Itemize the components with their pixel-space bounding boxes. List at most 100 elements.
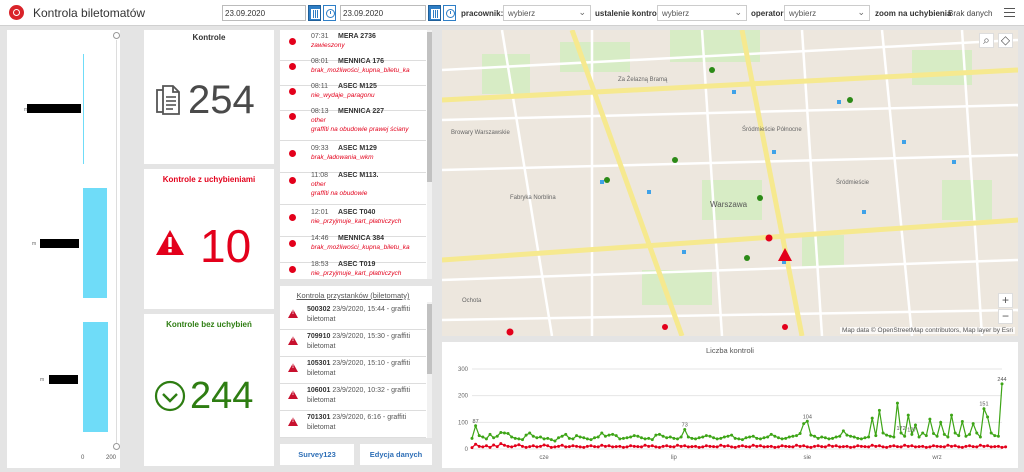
indicator-ok-value: 244 (190, 375, 254, 417)
series-point (776, 445, 780, 449)
series-point (571, 444, 575, 448)
list-item[interactable]: 12:01 ASEC T040 nie_przyjmuje_kart_płatn… (280, 206, 426, 237)
list-item-name: MENNICA 384 (338, 235, 385, 242)
series-point (546, 444, 550, 448)
zoom-to-issues-select[interactable]: Brak danych (948, 9, 993, 18)
date-to-input[interactable]: 23.09.2020 (340, 5, 426, 21)
series-point (578, 445, 582, 449)
series-point (672, 436, 676, 440)
series-point (650, 438, 654, 442)
series-point (762, 445, 766, 449)
series-point (773, 434, 777, 438)
series-point (697, 436, 701, 440)
stops-list-title[interactable]: Kontrola przystanków (biletomaty) (296, 291, 410, 300)
series-point (603, 434, 607, 438)
warning-icon (288, 390, 298, 399)
control-result-select[interactable]: wybierz ⌄ (657, 5, 747, 21)
series-point (899, 445, 903, 449)
bar[interactable] (83, 54, 84, 164)
series-point (849, 434, 853, 438)
list-item[interactable]: 709910 23/9/2020, 15:30 - graffiti bilet… (280, 330, 426, 357)
series-point (733, 436, 737, 440)
series-point (679, 435, 683, 439)
list-item[interactable]: 08:13 MENNICA 227 other graffiti na obud… (280, 105, 426, 141)
stops-scrollbar[interactable] (427, 302, 432, 438)
operator-select[interactable]: wybierz ⌄ (784, 5, 870, 21)
calendar-icon[interactable] (308, 5, 321, 21)
series-point (618, 444, 622, 448)
series-point (585, 444, 589, 448)
series-point (798, 444, 802, 448)
series-point (722, 435, 726, 439)
series-point (517, 443, 521, 447)
list-item[interactable]: 08:01 MENNICA 176 brak_możliwości_kupna_… (280, 55, 426, 86)
series-point (625, 445, 629, 449)
list-item[interactable]: 701301 23/9/2020, 6:16 - graffiti bileto… (280, 411, 426, 438)
series-point (618, 437, 622, 441)
list-scrollbar-thumb[interactable] (427, 32, 432, 182)
series-point (582, 445, 586, 449)
list-item[interactable]: 07:31 MERA 2736 zawieszony (280, 30, 426, 61)
list-item[interactable]: 11:08 ASEC M113. other graffiti na obudo… (280, 169, 426, 205)
line-chart: Liczba kontroli 300 200 100 0 cze lip sie wrz 87… (442, 342, 1018, 468)
scroll-handle-bottom[interactable] (113, 443, 120, 450)
series-point (611, 432, 615, 436)
issue-marker-icon[interactable] (778, 248, 792, 261)
employee-select[interactable]: wybierz ⌄ (503, 5, 591, 21)
series-point (600, 443, 604, 447)
bar[interactable] (83, 188, 107, 298)
series-point (913, 445, 917, 449)
data-label: 151 (979, 402, 988, 408)
warning-icon (288, 417, 298, 426)
series-point (867, 445, 871, 449)
series-point (982, 444, 986, 448)
search-icon[interactable]: ⌕ (979, 33, 994, 48)
stops-scrollbar-thumb[interactable] (427, 304, 432, 374)
series-point (708, 434, 712, 438)
clock-icon[interactable] (443, 5, 456, 21)
series-point (704, 444, 708, 448)
list-item-reason: nie_wydaje_paragonu (311, 92, 375, 99)
series-point (557, 436, 561, 440)
list-scrollbar[interactable] (427, 30, 432, 279)
list-item-name: MERA 2736 (338, 33, 376, 40)
list-item[interactable]: 08:11 ASEC M125 nie_wydaje_paragonu (280, 80, 426, 111)
list-item[interactable]: 09:33 ASEC M129 brak_ładowania_wkm (280, 142, 426, 173)
map-canvas[interactable] (442, 30, 1018, 336)
bar[interactable] (83, 322, 108, 432)
series-point (513, 436, 517, 440)
calendar-icon[interactable] (428, 5, 441, 21)
list-item-reason: brak_możliwości_kupna_biletu_ka (311, 67, 410, 74)
series-point (722, 444, 726, 448)
series-point (657, 432, 661, 436)
edit-data-button[interactable]: Edycja danych (360, 444, 432, 465)
map-view[interactable]: Warszawa Browary Warszawskie Fabryka Nor… (442, 30, 1018, 336)
layers-icon[interactable]: ◇ (998, 33, 1013, 48)
list-item[interactable]: 105301 23/9/2020, 15:10 - graffiti bilet… (280, 357, 426, 384)
series-point (852, 435, 856, 439)
series-point (589, 438, 593, 442)
list-item-time: 07:31 (311, 33, 329, 40)
list-item[interactable]: 14:46 MENNICA 384 brak_możliwości_kupna_… (280, 232, 426, 263)
list-item[interactable]: 500302 23/9/2020, 15:44 - graffiti bilet… (280, 303, 426, 330)
scroll-handle-top[interactable] (113, 32, 120, 39)
series-point (849, 445, 853, 449)
bar-label-prefix: m (24, 107, 28, 113)
scroll-track[interactable] (116, 40, 117, 444)
zoom-in-button[interactable]: + (998, 293, 1013, 308)
series-point (903, 434, 907, 438)
date-from-input[interactable]: 23.09.2020 (222, 5, 306, 21)
zoom-out-button[interactable]: − (998, 309, 1013, 324)
series-point (996, 434, 1000, 438)
series-point (744, 436, 748, 440)
clock-icon[interactable] (323, 5, 336, 21)
survey123-button[interactable]: Survey123 (280, 444, 354, 465)
series-point (607, 433, 611, 437)
list-item[interactable]: 106001 23/9/2020, 10:32 - graffiti bilet… (280, 384, 426, 411)
series-point (470, 446, 474, 450)
series-point (528, 431, 532, 435)
status-dot-icon (289, 240, 296, 247)
hamburger-menu-icon[interactable] (1004, 8, 1015, 17)
list-item[interactable]: 18:53 ASEC T019 nie_przyjmuje_kart_płatn… (280, 258, 426, 279)
series-point (816, 436, 820, 440)
